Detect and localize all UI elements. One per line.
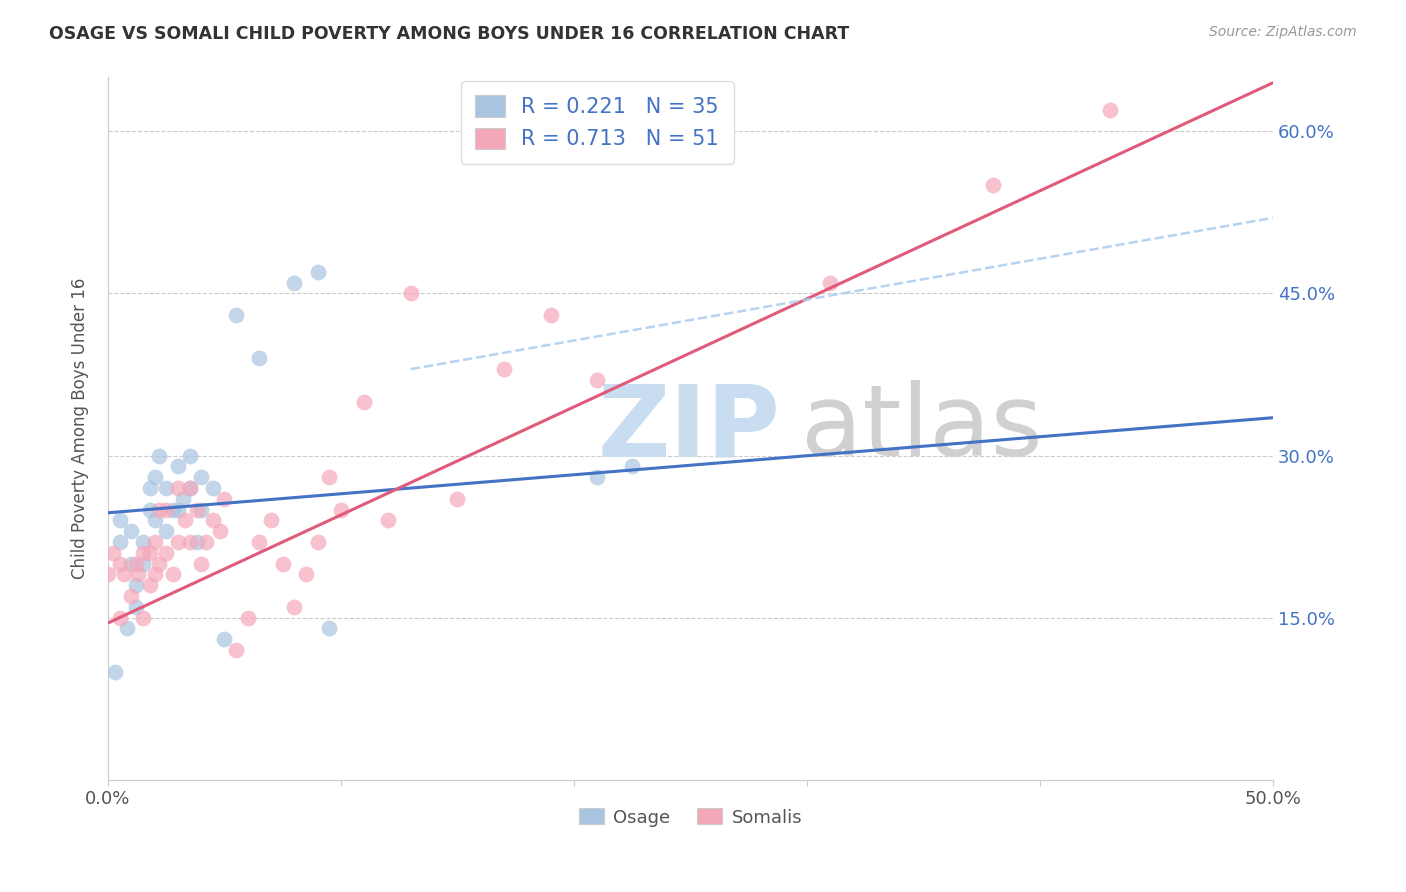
Point — [186, 535, 208, 549]
Point — [148, 449, 170, 463]
Point — [139, 578, 162, 592]
Point — [1098, 103, 1121, 117]
Point — [318, 621, 340, 635]
Point — [148, 557, 170, 571]
Point — [104, 665, 127, 679]
Point — [307, 535, 329, 549]
Point — [155, 546, 177, 560]
Point — [318, 470, 340, 484]
Point — [586, 373, 609, 387]
Point — [179, 481, 201, 495]
Point — [201, 481, 224, 495]
Point — [139, 481, 162, 495]
Point — [260, 513, 283, 527]
Point — [162, 502, 184, 516]
Point — [108, 557, 131, 571]
Point — [179, 449, 201, 463]
Point — [208, 524, 231, 538]
Point — [283, 599, 305, 614]
Point — [139, 502, 162, 516]
Point — [132, 546, 155, 560]
Point — [167, 481, 190, 495]
Point — [249, 535, 271, 549]
Point — [173, 513, 195, 527]
Point — [179, 535, 201, 549]
Y-axis label: Child Poverty Among Boys Under 16: Child Poverty Among Boys Under 16 — [72, 277, 89, 579]
Point — [132, 535, 155, 549]
Point — [225, 308, 247, 322]
Point — [492, 362, 515, 376]
Point — [155, 524, 177, 538]
Point — [353, 394, 375, 409]
Point — [155, 481, 177, 495]
Point — [214, 491, 236, 506]
Point — [125, 557, 148, 571]
Point — [295, 567, 318, 582]
Point — [377, 513, 399, 527]
Point — [139, 546, 162, 560]
Point — [186, 502, 208, 516]
Point — [446, 491, 468, 506]
Point — [108, 513, 131, 527]
Point — [249, 351, 271, 366]
Point — [143, 535, 166, 549]
Point — [201, 513, 224, 527]
Point — [621, 459, 644, 474]
Point — [125, 599, 148, 614]
Point — [679, 135, 702, 149]
Point — [190, 470, 212, 484]
Text: OSAGE VS SOMALI CHILD POVERTY AMONG BOYS UNDER 16 CORRELATION CHART: OSAGE VS SOMALI CHILD POVERTY AMONG BOYS… — [49, 25, 849, 43]
Point — [167, 459, 190, 474]
Point — [108, 535, 131, 549]
Point — [120, 524, 142, 538]
Point — [143, 567, 166, 582]
Point — [307, 265, 329, 279]
Legend: Osage, Somalis: Osage, Somalis — [571, 801, 810, 834]
Point — [981, 178, 1004, 193]
Text: Source: ZipAtlas.com: Source: ZipAtlas.com — [1209, 25, 1357, 39]
Point — [148, 502, 170, 516]
Point — [586, 470, 609, 484]
Point — [167, 535, 190, 549]
Point — [125, 578, 148, 592]
Point — [97, 567, 120, 582]
Point — [190, 557, 212, 571]
Point — [132, 557, 155, 571]
Text: ZIP: ZIP — [598, 380, 780, 477]
Point — [120, 589, 142, 603]
Point — [162, 567, 184, 582]
Point — [818, 276, 841, 290]
Point — [399, 286, 422, 301]
Point — [143, 513, 166, 527]
Point — [127, 567, 149, 582]
Point — [540, 308, 562, 322]
Point — [108, 610, 131, 624]
Point — [172, 491, 194, 506]
Point — [101, 546, 124, 560]
Point — [329, 502, 352, 516]
Point — [115, 621, 138, 635]
Point — [155, 502, 177, 516]
Text: atlas: atlas — [801, 380, 1043, 477]
Point — [271, 557, 294, 571]
Point — [120, 557, 142, 571]
Point — [167, 502, 190, 516]
Point — [112, 567, 135, 582]
Point — [190, 502, 212, 516]
Point — [143, 470, 166, 484]
Point — [179, 481, 201, 495]
Point — [194, 535, 217, 549]
Point — [225, 643, 247, 657]
Point — [283, 276, 305, 290]
Point — [132, 610, 155, 624]
Point — [214, 632, 236, 647]
Point — [236, 610, 259, 624]
